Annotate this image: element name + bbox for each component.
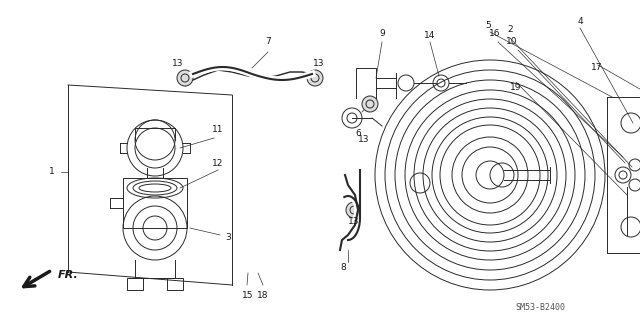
Text: 9: 9 [379, 28, 385, 38]
Text: FR.: FR. [58, 270, 79, 280]
Circle shape [307, 70, 323, 86]
Text: 8: 8 [340, 263, 346, 272]
Text: 17: 17 [591, 63, 603, 72]
Text: 3: 3 [225, 234, 231, 242]
Bar [127, 278, 143, 290]
Text: 19: 19 [510, 84, 522, 93]
Text: 13: 13 [348, 218, 360, 226]
Text: 5: 5 [485, 21, 491, 31]
Text: 16: 16 [489, 29, 500, 39]
Bar [123, 178, 187, 228]
Circle shape [362, 96, 378, 112]
Text: 13: 13 [313, 58, 324, 68]
Text: 7: 7 [265, 38, 271, 47]
Circle shape [346, 202, 362, 218]
Text: 15: 15 [243, 292, 253, 300]
Circle shape [177, 70, 193, 86]
Bar [167, 278, 183, 290]
Text: 2: 2 [507, 26, 513, 34]
Text: 13: 13 [358, 136, 370, 145]
Text: 11: 11 [212, 125, 224, 135]
Text: 4: 4 [577, 18, 583, 26]
Text: 13: 13 [172, 58, 184, 68]
Text: SM53-B2400: SM53-B2400 [515, 302, 565, 311]
Text: 18: 18 [257, 292, 269, 300]
Text: 1: 1 [49, 167, 55, 176]
Text: 6: 6 [355, 129, 361, 137]
Text: 10: 10 [506, 38, 518, 47]
Text: 14: 14 [424, 31, 436, 40]
Text: 12: 12 [212, 160, 224, 168]
